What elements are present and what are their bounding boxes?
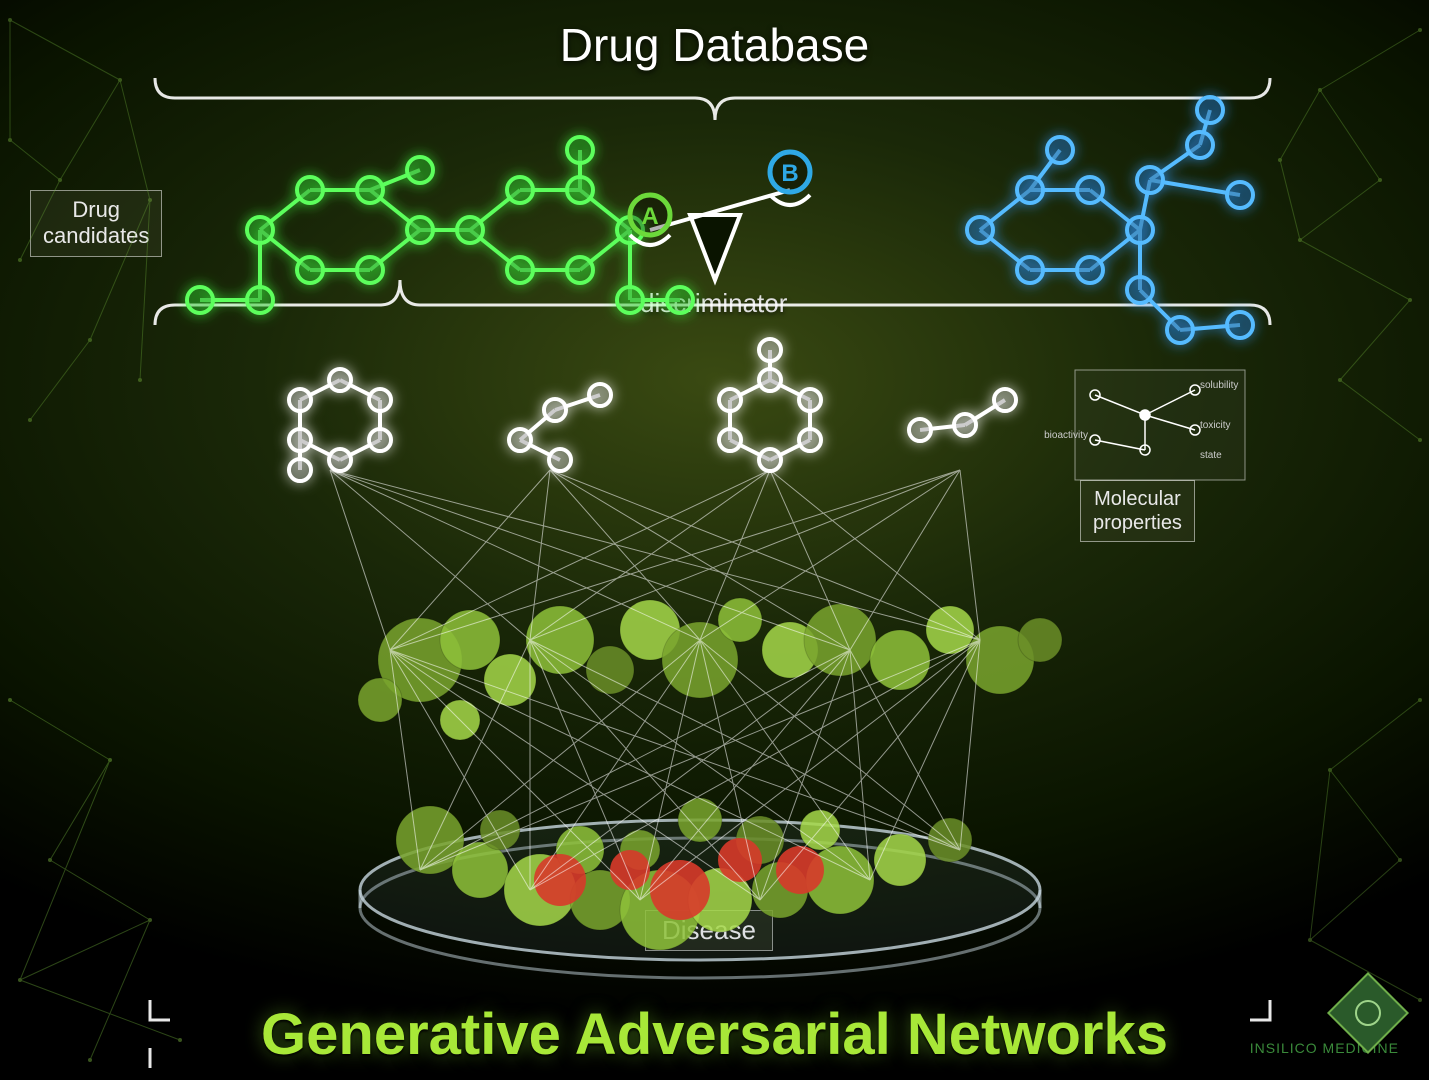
- svg-text:bioactivity: bioactivity: [1044, 430, 1088, 441]
- svg-text:toxicity: toxicity: [1200, 420, 1231, 431]
- diagram-svg: A Bsolubility toxicity bioactivity state: [0, 0, 1429, 1080]
- svg-text:B: B: [781, 160, 798, 187]
- svg-text:A: A: [641, 203, 658, 230]
- svg-text:state: state: [1200, 450, 1222, 461]
- svg-text:solubility: solubility: [1200, 380, 1238, 391]
